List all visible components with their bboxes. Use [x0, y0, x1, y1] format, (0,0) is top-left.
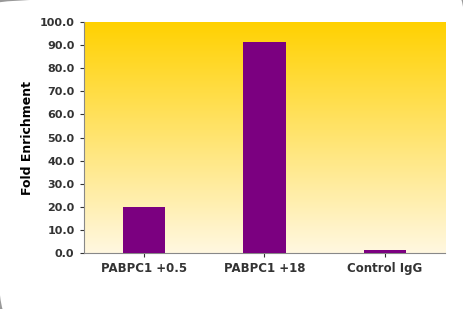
Bar [122, 207, 165, 253]
Bar [243, 42, 285, 253]
Y-axis label: Fold Enrichment: Fold Enrichment [21, 81, 34, 194]
Bar [363, 250, 406, 253]
